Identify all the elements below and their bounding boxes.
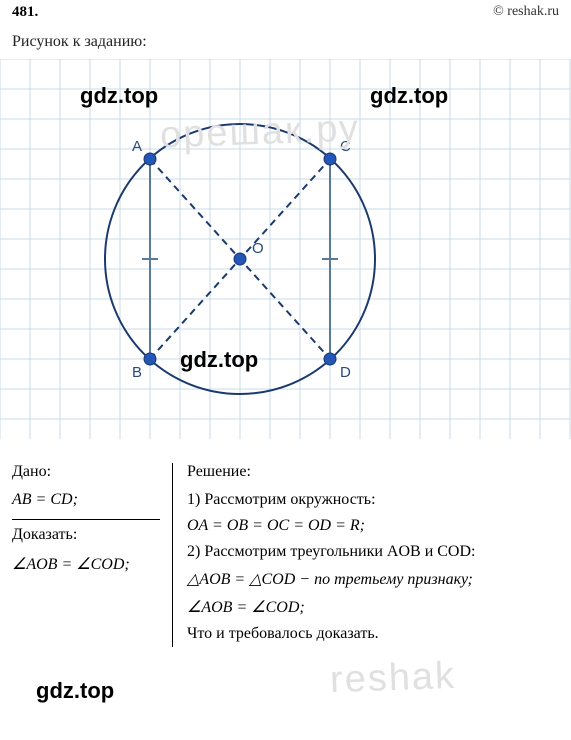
watermark-gdz: gdz.top xyxy=(36,678,114,704)
given-prove-column: Дано: AB = CD; Доказать: ∠AOB = ∠COD; xyxy=(12,463,172,647)
svg-text:D: D xyxy=(340,364,351,381)
solution-line: △AOB = △COD − по третьему признаку; xyxy=(187,565,559,593)
svg-text:O: O xyxy=(252,240,264,257)
solution-table: Дано: AB = CD; Доказать: ∠AOB = ∠COD; Ре… xyxy=(12,463,559,647)
given-line: AB = CD; xyxy=(12,487,160,513)
prove-title: Доказать: xyxy=(12,526,160,550)
solution-line: ∠AOB = ∠COD; xyxy=(187,593,559,621)
diagram-area: ABCDO орешак.ру gdz.top gdz.top gdz.top xyxy=(0,59,571,439)
given-title: Дано: xyxy=(12,463,160,487)
copyright: © reshak.ru xyxy=(493,4,559,21)
watermark-faint: reshak xyxy=(329,655,456,702)
problem-number: 481. xyxy=(12,4,38,21)
svg-text:A: A xyxy=(132,138,142,155)
solution-line: 2) Рассмотрим треугольники AOB и COD: xyxy=(187,539,559,565)
diagram-svg: A B C D O xyxy=(0,59,571,439)
prove-line: ∠AOB = ∠COD; xyxy=(12,550,160,578)
divider xyxy=(12,519,160,520)
header: 481. © reshak.ru xyxy=(0,0,571,25)
svg-text:B: B xyxy=(132,364,142,381)
solution-line: 1) Рассмотрим окружность: xyxy=(187,487,559,513)
solution-line: OA = OB = OC = OD = R; xyxy=(187,513,559,539)
solution-title: Решение: xyxy=(187,463,559,487)
solution-line: Что и требовалось доказать. xyxy=(187,621,559,647)
solution-column: Решение: 1) Рассмотрим окружность: OA = … xyxy=(172,463,559,647)
subtitle: Рисунок к заданию: xyxy=(0,25,571,55)
svg-text:C: C xyxy=(340,138,351,155)
